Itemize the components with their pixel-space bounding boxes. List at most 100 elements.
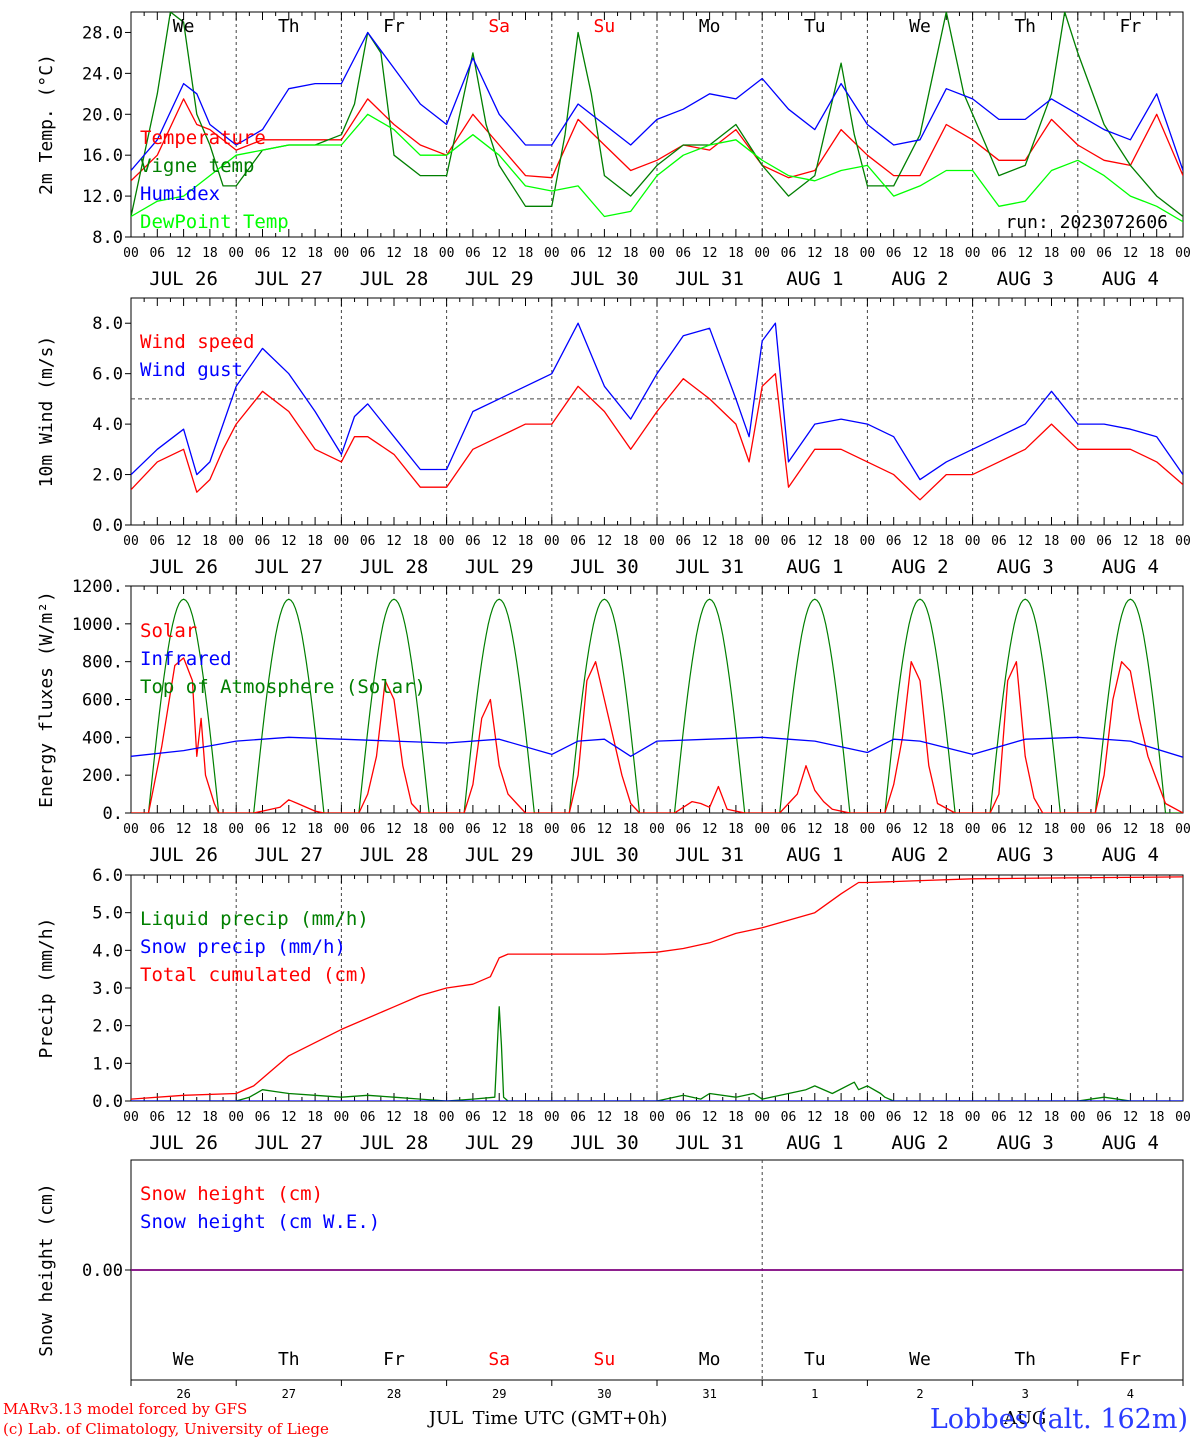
day-label: JUL 27 bbox=[254, 1132, 323, 1154]
run-label: run: 2023072606 bbox=[1005, 212, 1168, 233]
hour-tick-label: 06 bbox=[1096, 246, 1112, 261]
legend-entry: DewPoint Temp bbox=[140, 211, 289, 233]
hour-tick-label: 12 bbox=[702, 534, 718, 549]
hour-tick-label: 18 bbox=[1044, 534, 1060, 549]
day-label: JUL 29 bbox=[465, 1132, 534, 1154]
hour-tick-label: 00 bbox=[1175, 1110, 1191, 1125]
panel-snow: 0.00 Snow height (cm) Snow height (cm) Snow… bbox=[36, 1159, 1184, 1401]
day-number-label: 31 bbox=[702, 1387, 716, 1401]
hour-tick-label: 00 bbox=[1070, 1110, 1086, 1125]
day-label: JUL 31 bbox=[675, 268, 744, 290]
hour-tick-label: 18 bbox=[938, 246, 954, 261]
hour-tick-label: 00 bbox=[649, 1110, 665, 1125]
hour-tick-label: 06 bbox=[1096, 534, 1112, 549]
day-label: AUG 4 bbox=[1102, 844, 1159, 866]
weekday-label: Th bbox=[278, 1349, 300, 1370]
weekday-label: Su bbox=[594, 1349, 616, 1370]
hour-tick-label: 12 bbox=[597, 246, 613, 261]
hour-tick-label: 12 bbox=[702, 822, 718, 837]
hour-tick-label: 18 bbox=[412, 246, 428, 261]
weekday-label: Sa bbox=[488, 16, 510, 37]
hour-tick-label: 00 bbox=[439, 246, 455, 261]
hour-tick-label: 12 bbox=[491, 822, 507, 837]
hour-tick-label: 18 bbox=[728, 822, 744, 837]
hour-tick-label: 18 bbox=[1149, 1110, 1165, 1125]
series-group bbox=[131, 598, 1183, 813]
hour-tick-label: 00 bbox=[123, 246, 139, 261]
y-tick-label: 16.0 bbox=[82, 146, 123, 166]
weekday-label: Fr bbox=[1120, 16, 1142, 37]
day-label: JUL 27 bbox=[254, 556, 323, 578]
day-label: AUG 4 bbox=[1102, 556, 1159, 578]
credit-line-2: (c) Lab. of Climatology, University of L… bbox=[3, 1420, 329, 1438]
hour-tick-label: 06 bbox=[675, 246, 691, 261]
hour-tick-label: 18 bbox=[728, 1110, 744, 1125]
legend-entry: Temperature bbox=[140, 127, 266, 149]
panel-temperature: 8.0 12.0 16.0 20.0 24.0 28.0 2m Temp. (°C) Temp… bbox=[36, 11, 1191, 290]
day-label: AUG 2 bbox=[891, 844, 948, 866]
hour-tick-label: 06 bbox=[255, 1110, 271, 1125]
hour-tick-label: 00 bbox=[1070, 534, 1086, 549]
y-tick-label: 1.0 bbox=[92, 1054, 123, 1074]
y-axis-label: Energy fluxes (W/m²) bbox=[36, 591, 57, 808]
series-line-dewpoint-temp bbox=[131, 113, 1183, 223]
legend-entry: Snow precip (mm/h) bbox=[140, 936, 346, 958]
hour-tick-label: 06 bbox=[570, 246, 586, 261]
weekday-label: Fr bbox=[383, 16, 405, 37]
hour-tick-label: 12 bbox=[702, 1110, 718, 1125]
y-tick-label: 6.0 bbox=[92, 866, 123, 886]
hour-tick-label: 06 bbox=[360, 1110, 376, 1125]
hour-tick-label: 12 bbox=[912, 822, 928, 837]
hour-tick-label: 00 bbox=[649, 246, 665, 261]
day-label: JUL 28 bbox=[360, 1132, 429, 1154]
y-tick-label: 28.0 bbox=[82, 23, 123, 43]
hour-tick-label: 18 bbox=[833, 822, 849, 837]
hour-tick-label: 06 bbox=[360, 822, 376, 837]
hour-tick-label: 00 bbox=[1070, 822, 1086, 837]
hour-tick-label: 06 bbox=[781, 534, 797, 549]
hour-tick-label: 12 bbox=[491, 534, 507, 549]
hour-tick-label: 18 bbox=[202, 1110, 218, 1125]
series-line-total-cumulated-cm- bbox=[131, 876, 1183, 1100]
hour-tick-label: 00 bbox=[334, 246, 350, 261]
legend-entry: Infrared bbox=[140, 648, 232, 670]
day-number-label: 29 bbox=[492, 1387, 506, 1401]
day-label: JUL 28 bbox=[360, 268, 429, 290]
hour-tick-label: 18 bbox=[412, 534, 428, 549]
day-number-label: 4 bbox=[1127, 1387, 1134, 1401]
y-tick-label: 4.0 bbox=[92, 415, 123, 435]
hour-tick-label: 00 bbox=[439, 1110, 455, 1125]
hour-tick-label: 12 bbox=[807, 822, 823, 837]
y-tick-label: 600. bbox=[82, 691, 123, 711]
hour-tick-label: 00 bbox=[1175, 534, 1191, 549]
hour-tick-label: 18 bbox=[307, 1110, 323, 1125]
day-number-label: 26 bbox=[176, 1387, 190, 1401]
day-number-label: 30 bbox=[597, 1387, 611, 1401]
hour-tick-label: 06 bbox=[570, 534, 586, 549]
series-line-wind-gust bbox=[131, 322, 1183, 481]
hour-tick-label: 00 bbox=[439, 822, 455, 837]
day-label: AUG 2 bbox=[891, 1132, 948, 1154]
y-tick-label: 2.0 bbox=[92, 1017, 123, 1037]
hour-tick-label: 06 bbox=[255, 246, 271, 261]
hour-tick-label: 12 bbox=[176, 1110, 192, 1125]
day-label: JUL 26 bbox=[149, 844, 218, 866]
day-label: JUL 29 bbox=[465, 844, 534, 866]
hour-tick-label: 18 bbox=[518, 534, 534, 549]
series-line-wind-speed bbox=[131, 373, 1183, 501]
legend-entry: Wind speed bbox=[140, 331, 254, 353]
legend-entry: Vigne temp bbox=[140, 155, 254, 177]
hour-tick-label: 18 bbox=[518, 822, 534, 837]
weekday-label: We bbox=[909, 1349, 931, 1370]
hour-tick-label: 18 bbox=[1149, 246, 1165, 261]
hour-tick-label: 00 bbox=[860, 534, 876, 549]
y-tick-label: 2.0 bbox=[92, 466, 123, 486]
day-number-label: 28 bbox=[387, 1387, 401, 1401]
hour-tick-label: 00 bbox=[1175, 822, 1191, 837]
hour-tick-label: 06 bbox=[570, 822, 586, 837]
hour-tick-label: 06 bbox=[465, 822, 481, 837]
day-label: JUL 30 bbox=[570, 1132, 639, 1154]
hour-tick-label: 18 bbox=[728, 246, 744, 261]
hour-tick-label: 00 bbox=[228, 534, 244, 549]
day-label: AUG 1 bbox=[786, 556, 843, 578]
